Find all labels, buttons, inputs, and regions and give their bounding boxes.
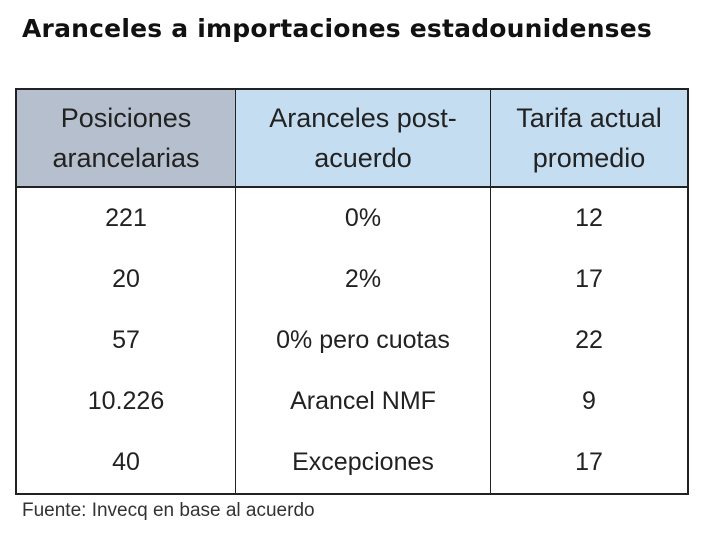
table-row: 10.226 Arancel NMF 9 bbox=[15, 371, 688, 432]
cell: 9 bbox=[490, 371, 688, 432]
cell: 57 bbox=[15, 310, 236, 371]
cell: 17 bbox=[490, 432, 688, 494]
cell: 10.226 bbox=[15, 371, 236, 432]
header-row: Posiciones arancelarias Aranceles post-ac… bbox=[15, 89, 688, 188]
cell: 40 bbox=[15, 432, 236, 494]
header-posiciones: Posiciones arancelarias bbox=[15, 89, 236, 188]
header-line: Aranceles post- bbox=[269, 103, 457, 133]
table-row: 40 Excepciones 17 bbox=[15, 432, 688, 494]
source-note: Fuente: Invecq en base al acuerdo bbox=[22, 500, 315, 521]
cell: 20 bbox=[15, 249, 236, 310]
header-line: arancelarias bbox=[52, 143, 200, 173]
header-line: Posiciones bbox=[60, 103, 192, 133]
cell: 0% bbox=[235, 187, 491, 249]
cell: Excepciones bbox=[235, 432, 491, 494]
cell: 221 bbox=[15, 187, 236, 249]
header-line: Tarifa actual bbox=[516, 103, 662, 133]
page-title: Aranceles a importaciones estadounidense… bbox=[22, 14, 653, 43]
table-row: 57 0% pero cuotas 22 bbox=[15, 310, 688, 371]
table-row: 20 2% 17 bbox=[15, 249, 688, 310]
tariff-table: Posiciones arancelarias Aranceles post-ac… bbox=[15, 88, 689, 495]
cell: 0% pero cuotas bbox=[235, 310, 491, 371]
header-line: acuerdo bbox=[314, 143, 412, 173]
table-row: 221 0% 12 bbox=[15, 187, 688, 249]
cell: Arancel NMF bbox=[235, 371, 491, 432]
cell: 2% bbox=[235, 249, 491, 310]
cell: 17 bbox=[490, 249, 688, 310]
header-aranceles: Aranceles post-acuerdo bbox=[235, 89, 491, 188]
cell: 22 bbox=[490, 310, 688, 371]
header-tarifa: Tarifa actual promedio bbox=[490, 89, 688, 188]
cell: 12 bbox=[490, 187, 688, 249]
header-line: promedio bbox=[532, 143, 646, 173]
